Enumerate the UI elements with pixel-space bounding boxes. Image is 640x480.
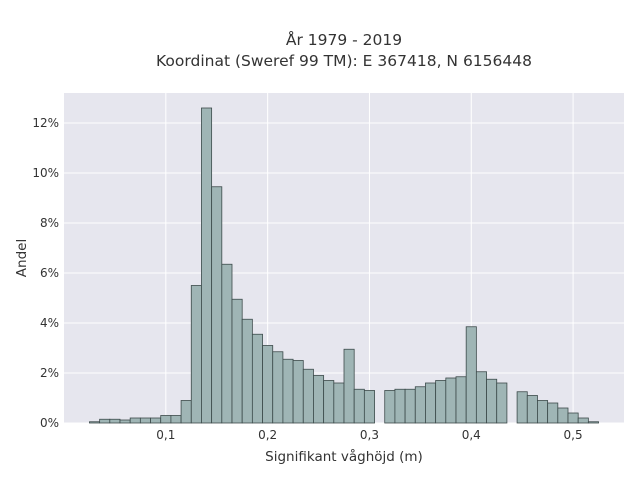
histogram-bar-14 bbox=[231, 298, 243, 424]
histogram-bar-21 bbox=[302, 368, 314, 424]
x-axis-label: Signifikant våghöjd (m) bbox=[265, 448, 423, 465]
histogram-bar-18 bbox=[272, 351, 284, 424]
histogram-bar-47 bbox=[567, 412, 579, 424]
histogram-bar-40 bbox=[496, 382, 508, 424]
histogram-bar-0 bbox=[89, 421, 101, 424]
histogram-bar-6 bbox=[150, 417, 162, 424]
histogram-bar-43 bbox=[526, 395, 538, 424]
histogram-bar-37 bbox=[465, 326, 477, 424]
histogram-bar-29 bbox=[384, 390, 396, 424]
histogram-bar-49 bbox=[587, 421, 599, 424]
y-tick-label-4: 8% bbox=[40, 216, 59, 230]
histogram-bar-34 bbox=[435, 380, 447, 424]
histogram-bar-9 bbox=[180, 400, 192, 424]
histogram-bar-4 bbox=[129, 417, 141, 424]
histogram-bar-20 bbox=[292, 360, 304, 424]
x-tick-label-1: 0,2 bbox=[258, 428, 277, 442]
histogram-bar-10 bbox=[190, 285, 202, 424]
histogram-bar-45 bbox=[547, 402, 559, 424]
histogram-bar-12 bbox=[211, 186, 223, 424]
histogram-bar-30 bbox=[394, 388, 406, 424]
histogram-bar-44 bbox=[537, 400, 549, 424]
histogram-bar-15 bbox=[241, 318, 253, 424]
histogram-bar-19 bbox=[282, 358, 294, 424]
histogram-bar-33 bbox=[425, 382, 437, 424]
chart-title-line-2: Koordinat (Sweref 99 TM): E 367418, N 61… bbox=[156, 52, 532, 70]
histogram-bar-23 bbox=[323, 380, 335, 424]
histogram-bar-35 bbox=[445, 377, 457, 424]
histogram-bar-46 bbox=[557, 407, 569, 424]
y-tick-label-1: 2% bbox=[40, 366, 59, 380]
histogram-bar-17 bbox=[262, 345, 274, 424]
y-tick-label-0: 0% bbox=[40, 416, 59, 430]
histogram-bar-22 bbox=[313, 375, 325, 424]
histogram-bar-42 bbox=[516, 391, 528, 424]
histogram-bar-5 bbox=[139, 417, 151, 424]
y-axis-label: Andel bbox=[14, 239, 30, 277]
histogram-bar-25 bbox=[343, 348, 355, 424]
histogram-bar-11 bbox=[201, 107, 213, 424]
histogram-bar-2 bbox=[109, 418, 121, 424]
histogram-bar-31 bbox=[404, 388, 416, 424]
x-tick-label-3: 0,4 bbox=[462, 428, 481, 442]
histogram-bar-1 bbox=[99, 418, 111, 424]
histogram-bar-39 bbox=[486, 378, 498, 424]
histogram-bar-8 bbox=[170, 415, 182, 424]
y-tick-label-3: 6% bbox=[40, 266, 59, 280]
y-tick-label-6: 12% bbox=[32, 116, 59, 130]
histogram-bar-24 bbox=[333, 382, 345, 424]
histogram-bar-48 bbox=[577, 417, 589, 424]
histogram-bars bbox=[89, 107, 599, 424]
histogram-bar-26 bbox=[353, 388, 365, 424]
histogram-bar-7 bbox=[160, 415, 172, 424]
histogram-bar-27 bbox=[363, 390, 375, 424]
histogram-bar-13 bbox=[221, 263, 233, 424]
x-tick-label-2: 0,3 bbox=[360, 428, 379, 442]
axis-ticks: 0,1 0,2 0,3 0,4 0,5 0% 2% 4% 6% 8% 10% 12% bbox=[32, 116, 582, 442]
x-tick-label-4: 0,5 bbox=[564, 428, 583, 442]
y-tick-label-2: 4% bbox=[40, 316, 59, 330]
histogram-bar-16 bbox=[251, 333, 263, 424]
histogram-bar-38 bbox=[475, 371, 487, 424]
histogram-bar-3 bbox=[119, 419, 131, 424]
histogram-bar-36 bbox=[455, 376, 467, 424]
histogram-bar-32 bbox=[414, 386, 426, 424]
x-tick-label-0: 0,1 bbox=[156, 428, 175, 442]
chart-title-line-1: År 1979 - 2019 bbox=[286, 30, 402, 49]
y-tick-label-5: 10% bbox=[32, 166, 59, 180]
